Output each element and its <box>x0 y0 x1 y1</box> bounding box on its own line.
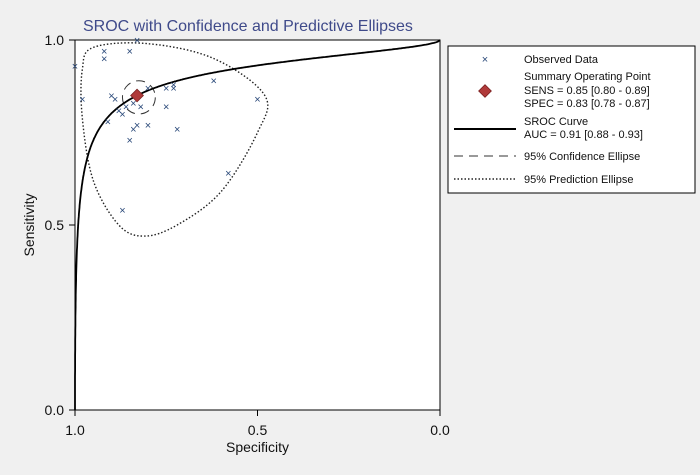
sroc-curve-layer <box>74 39 441 410</box>
x-axis-label: Specificity <box>226 439 289 455</box>
x-tick-label: 0.5 <box>248 422 268 438</box>
legend-summary-marker <box>478 84 492 98</box>
observed-point: × <box>130 98 136 110</box>
legend-observed-label: Observed Data <box>524 54 599 66</box>
prediction-ellipse-layer <box>80 42 269 237</box>
observed-point: × <box>225 168 231 180</box>
observed-point: × <box>170 79 176 91</box>
legend-box <box>447 45 696 194</box>
observed-point: × <box>79 94 85 106</box>
observed-point: × <box>116 105 122 117</box>
summary-point-layer <box>130 88 144 103</box>
observed-point: × <box>101 46 107 58</box>
y-axis-label: Sensitivity <box>21 193 37 256</box>
observed-point: × <box>134 35 140 47</box>
observed-point: × <box>137 102 143 114</box>
plot-area <box>74 39 441 411</box>
observed-point: × <box>119 109 125 121</box>
legend-sroc-auc: AUC = 0.91 [0.88 - 0.93] <box>524 129 643 141</box>
observed-point: × <box>210 76 216 88</box>
y-tick-label: 0.0 <box>45 402 65 418</box>
sroc-curve <box>74 39 441 410</box>
observed-point: × <box>254 94 260 106</box>
observed-point: × <box>174 124 180 136</box>
confidence-ellipse <box>121 80 156 115</box>
observed-point: × <box>105 116 111 128</box>
legend-confidence-label: 95% Confidence Ellipse <box>524 151 640 163</box>
y-tick-label: 1.0 <box>45 32 65 48</box>
prediction-ellipse <box>80 42 269 237</box>
observed-point: × <box>145 120 151 132</box>
observed-points-layer: ×××××××××××× × ××× ××× × ×××××××× <box>72 35 261 217</box>
confidence-ellipse-layer <box>121 80 156 115</box>
legend-sroc-title: SROC Curve <box>524 116 588 128</box>
x-tick-label: 0.0 <box>430 422 450 438</box>
observed-point: × <box>134 120 140 132</box>
observed-point: × <box>127 135 133 147</box>
y-tick-label: 0.5 <box>45 217 65 233</box>
legend: × Observed Data Summary Operating Point … <box>447 45 696 194</box>
observed-point: × <box>72 61 78 73</box>
legend-summary-sens: SENS = 0.85 [0.80 - 0.89] <box>524 85 650 97</box>
observed-point: × <box>163 102 169 114</box>
observed-point: × <box>145 83 151 95</box>
legend-observed-marker: × <box>482 54 488 66</box>
observed-point: × <box>130 124 136 136</box>
x-tick-label: 1.0 <box>65 422 85 438</box>
observed-point: × <box>119 205 125 217</box>
summary-operating-point <box>130 88 144 103</box>
legend-summary-title: Summary Operating Point <box>524 71 651 83</box>
observed-point: × <box>108 91 114 103</box>
chart-title: SROC with Confidence and Predictive Elli… <box>83 18 413 35</box>
observed-point: × <box>112 94 118 106</box>
legend-prediction-label: 95% Prediction Ellipse <box>524 174 633 186</box>
observed-point: × <box>123 102 129 114</box>
observed-point: × <box>127 46 133 58</box>
observed-point: × <box>170 83 176 95</box>
observed-point: × <box>101 54 107 66</box>
legend-summary-spec: SPEC = 0.83 [0.78 - 0.87] <box>524 98 650 110</box>
observed-point: × <box>163 83 169 95</box>
